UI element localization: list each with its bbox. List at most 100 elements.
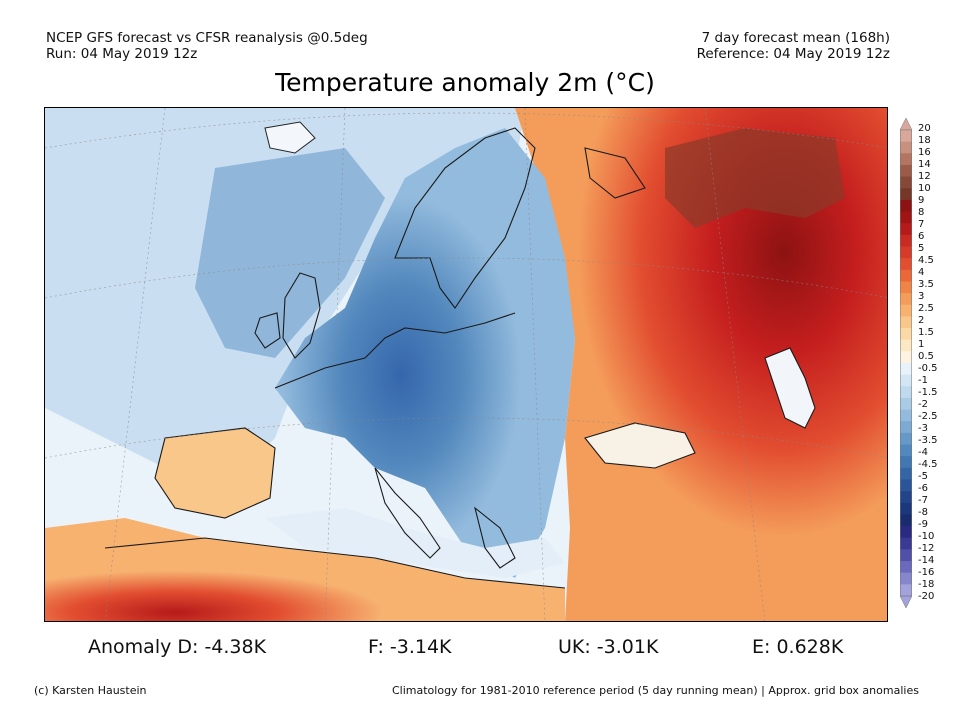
colorbar-swatch: [900, 432, 912, 446]
colorbar-swatch: [900, 293, 912, 306]
britain-coast: [282, 272, 321, 359]
colorbar-swatch: [900, 246, 912, 259]
colorbar-swatch: [900, 211, 912, 224]
colorbar-swatch: [900, 456, 912, 469]
colorbar-tick-label: -4: [918, 447, 928, 458]
colorbar-swatch: [900, 374, 912, 387]
white-sea-coast: [584, 147, 646, 199]
colorbar-tick-label: 20: [918, 123, 931, 134]
colorbar-swatch: [900, 397, 912, 411]
colorbar-tick-label: 2: [918, 315, 925, 326]
colorbar-tick-label: -6: [918, 483, 928, 494]
colorbar-swatch: [900, 526, 912, 539]
colorbar-top-arrow: [900, 118, 912, 131]
colorbar-tick-label: -3.5: [918, 435, 938, 446]
anomaly-map-svg: [45, 108, 887, 621]
anomaly-map: [44, 107, 888, 622]
colorbar-tick-label: 8: [918, 207, 925, 218]
colorbar-swatch: [900, 164, 912, 178]
colorbar-tick-label: -8: [918, 507, 928, 518]
black-sea-coast: [584, 422, 696, 469]
colorbar-tick-label: 4.5: [918, 255, 934, 266]
anomaly-spain: E: 0.628K: [752, 636, 844, 658]
colorbar-tick-label: -2.5: [918, 411, 938, 422]
colorbar-swatch: [900, 176, 912, 189]
iberia-region: [155, 428, 275, 518]
colorbar-swatch: [900, 281, 912, 294]
colorbar-swatch: [900, 141, 912, 154]
colorbar: [900, 118, 912, 608]
colorbar-bottom-arrow: [900, 595, 912, 608]
colorbar-swatch: [900, 363, 912, 376]
colorbar-tick-label: 12: [918, 171, 931, 182]
colorbar-swatch: [900, 328, 912, 341]
colorbar-swatch: [900, 130, 912, 143]
colorbar-tick-label: 0.5: [918, 351, 934, 362]
colorbar-tick-label: 1: [918, 339, 925, 350]
greece-coast: [474, 506, 516, 569]
colorbar-swatch: [900, 351, 912, 364]
black-sea: [585, 423, 695, 468]
colorbar-swatch: [900, 234, 912, 247]
colorbar-tick-label: -7: [918, 495, 928, 506]
anomaly-france: F: -3.14K: [368, 636, 452, 658]
colorbar-tick-label: 6: [918, 231, 925, 242]
colorbar-swatch: [900, 549, 912, 562]
colorbar-swatch: [900, 386, 912, 399]
anomaly-uk: UK: -3.01K: [558, 636, 659, 658]
header-right: 7 day forecast mean (168h) Reference: 04…: [697, 30, 890, 62]
colorbar-swatch: [900, 409, 912, 422]
colorbar-tick-label: 5: [918, 243, 925, 254]
colorbar-swatch: [900, 421, 912, 434]
colorbar-tick-label: -4.5: [918, 459, 938, 470]
colorbar-labels: 20 18 16 14 12 10 9 8 7 6 5 4.5 4 3.5 3 2.5 2 1.5 1 0.5 -0.5…: [918, 124, 958, 604]
italy-coast: [374, 467, 441, 559]
copyright-label: (c) Karsten Haustein: [34, 684, 147, 697]
colorbar-tick-label: -18: [918, 579, 935, 590]
colorbar-tick-label: -0.5: [918, 363, 938, 374]
colorbar-tick-label: 4: [918, 267, 925, 278]
colorbar-outline: [900, 129, 912, 597]
colorbar-swatch: [900, 223, 912, 236]
colorbar-tick-label: 2.5: [918, 303, 934, 314]
colorbar-swatch: [900, 584, 912, 597]
header-left: NCEP GFS forecast vs CFSR reanalysis @0.…: [46, 30, 368, 62]
continent-coast: [274, 312, 516, 389]
colorbar-swatch: [900, 444, 912, 457]
iceland: [264, 121, 316, 154]
colorbar-tick-label: -5: [918, 471, 928, 482]
anomaly-summary: Anomaly D: -4.38K F: -3.14K UK: -3.01K E…: [0, 636, 960, 662]
climatology-note: Climatology for 1981-2010 reference peri…: [392, 684, 919, 697]
colorbar-tick-label: -12: [918, 543, 935, 554]
colorbar-tick-label: -16: [918, 567, 935, 578]
scandinavia-coast: [394, 127, 536, 309]
colorbar-swatch: [900, 153, 912, 166]
colorbar-swatch: [900, 188, 912, 201]
colorbar-swatch: [900, 537, 912, 550]
colorbar-tick-label: 3.5: [918, 279, 934, 290]
russia-warm-region: [515, 108, 887, 621]
colorbar-tick-label: 16: [918, 147, 931, 158]
colorbar-tick-label: 3: [918, 291, 925, 302]
caspian-coast: [764, 347, 816, 429]
europe-cold-region: [275, 128, 575, 578]
colorbar-tick-label: -3: [918, 423, 928, 434]
colorbar-swatch: [900, 514, 912, 527]
colorbar-swatch: [900, 467, 912, 480]
colorbar-tick-label: 9: [918, 195, 925, 206]
colorbar-tick-label: 10: [918, 183, 931, 194]
coastlines: [104, 127, 816, 589]
colorbar-swatch: [900, 258, 912, 271]
run-label: Run: 04 May 2019 12z: [46, 46, 198, 62]
reference-label: Reference: 04 May 2019 12z: [696, 46, 890, 62]
model-label: NCEP GFS forecast vs CFSR reanalysis @0.…: [46, 30, 368, 46]
africa-coast: [104, 537, 566, 589]
north-africa-warm-region: [45, 518, 565, 621]
colorbar-swatch: [900, 304, 912, 317]
colorbar-tick-label: 7: [918, 219, 925, 230]
colorbar-tick-label: -1.5: [918, 387, 938, 398]
colorbar-tick-label: 14: [918, 159, 931, 170]
caspian-sea: [765, 348, 815, 428]
colorbar-swatch: [900, 572, 912, 585]
map-title: Temperature anomaly 2m (°C): [275, 68, 655, 97]
